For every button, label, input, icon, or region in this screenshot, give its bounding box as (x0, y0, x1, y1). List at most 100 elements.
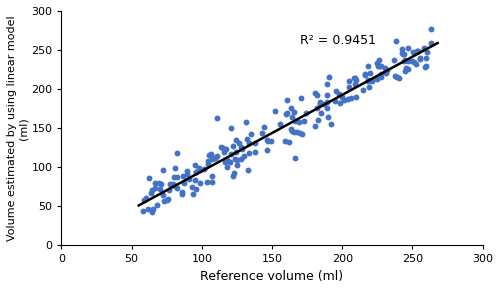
Point (213, 115, 221, 120)
Point (223, 158, 231, 162)
Point (156, 187, 164, 191)
Point (400, 58, 408, 62)
Point (160, 198, 168, 203)
Point (290, 110, 298, 115)
Point (373, 76, 381, 81)
Point (266, 139, 274, 144)
Point (180, 181, 188, 186)
Point (366, 71, 374, 76)
Point (393, 75, 401, 79)
Point (192, 170, 200, 175)
Point (221, 160, 229, 164)
Point (208, 157, 216, 162)
Point (229, 144, 237, 148)
Point (316, 102, 324, 107)
Point (148, 210, 156, 215)
Point (352, 78, 360, 83)
Point (344, 97, 351, 101)
Point (223, 164, 231, 169)
Point (192, 170, 200, 174)
Point (148, 188, 156, 193)
Point (150, 206, 158, 211)
Point (204, 159, 212, 163)
Point (272, 108, 280, 113)
Point (160, 193, 168, 197)
Point (408, 59, 416, 63)
Point (395, 76, 403, 81)
Point (144, 207, 152, 211)
Point (146, 191, 154, 196)
Point (139, 209, 147, 213)
Point (324, 93, 332, 97)
Point (172, 186, 180, 190)
Point (284, 110, 292, 115)
Point (242, 137, 250, 142)
Point (178, 192, 186, 197)
Point (264, 138, 272, 143)
Point (413, 49, 421, 54)
Point (228, 174, 236, 179)
Point (404, 59, 412, 63)
Point (332, 89, 340, 94)
Point (263, 148, 271, 152)
Point (412, 62, 420, 67)
Point (316, 99, 324, 104)
Point (378, 75, 386, 79)
Point (291, 119, 299, 124)
Point (150, 185, 158, 190)
Point (226, 152, 234, 157)
Point (346, 96, 354, 101)
Point (282, 98, 290, 102)
Point (382, 70, 390, 75)
Point (236, 156, 244, 161)
Point (351, 82, 359, 87)
Point (408, 49, 416, 54)
Point (400, 52, 408, 56)
Point (380, 66, 388, 70)
Text: R² = 0.9451: R² = 0.9451 (300, 35, 376, 47)
Point (233, 158, 241, 163)
Point (323, 105, 331, 110)
Point (152, 203, 160, 208)
Point (320, 102, 328, 106)
Point (313, 106, 321, 111)
Point (245, 141, 253, 146)
Point (296, 96, 304, 101)
Point (374, 63, 382, 68)
Point (202, 180, 210, 184)
Point (324, 82, 332, 87)
Point (420, 46, 428, 50)
Point (360, 72, 368, 76)
Point (286, 126, 294, 131)
Point (364, 79, 372, 84)
Point (252, 141, 260, 146)
Point (390, 74, 398, 78)
Point (208, 180, 216, 184)
Point (145, 176, 153, 180)
Point (204, 161, 212, 166)
Point (352, 95, 360, 99)
Point (414, 48, 422, 53)
Point (238, 147, 246, 151)
X-axis label: Reference volume (ml): Reference volume (ml) (200, 270, 344, 283)
Point (422, 49, 430, 54)
Point (246, 151, 254, 155)
Point (166, 182, 174, 187)
Point (376, 71, 384, 76)
Point (240, 154, 248, 158)
Point (288, 128, 296, 133)
Point (288, 105, 296, 110)
Point (334, 91, 342, 96)
Point (159, 168, 167, 172)
Point (165, 188, 173, 192)
Point (220, 149, 228, 154)
Point (400, 59, 408, 64)
Point (374, 57, 382, 62)
Point (368, 79, 376, 84)
Point (416, 56, 424, 61)
Point (196, 180, 204, 185)
Point (282, 112, 290, 117)
Point (352, 76, 360, 81)
Point (312, 124, 320, 129)
Point (196, 168, 204, 173)
